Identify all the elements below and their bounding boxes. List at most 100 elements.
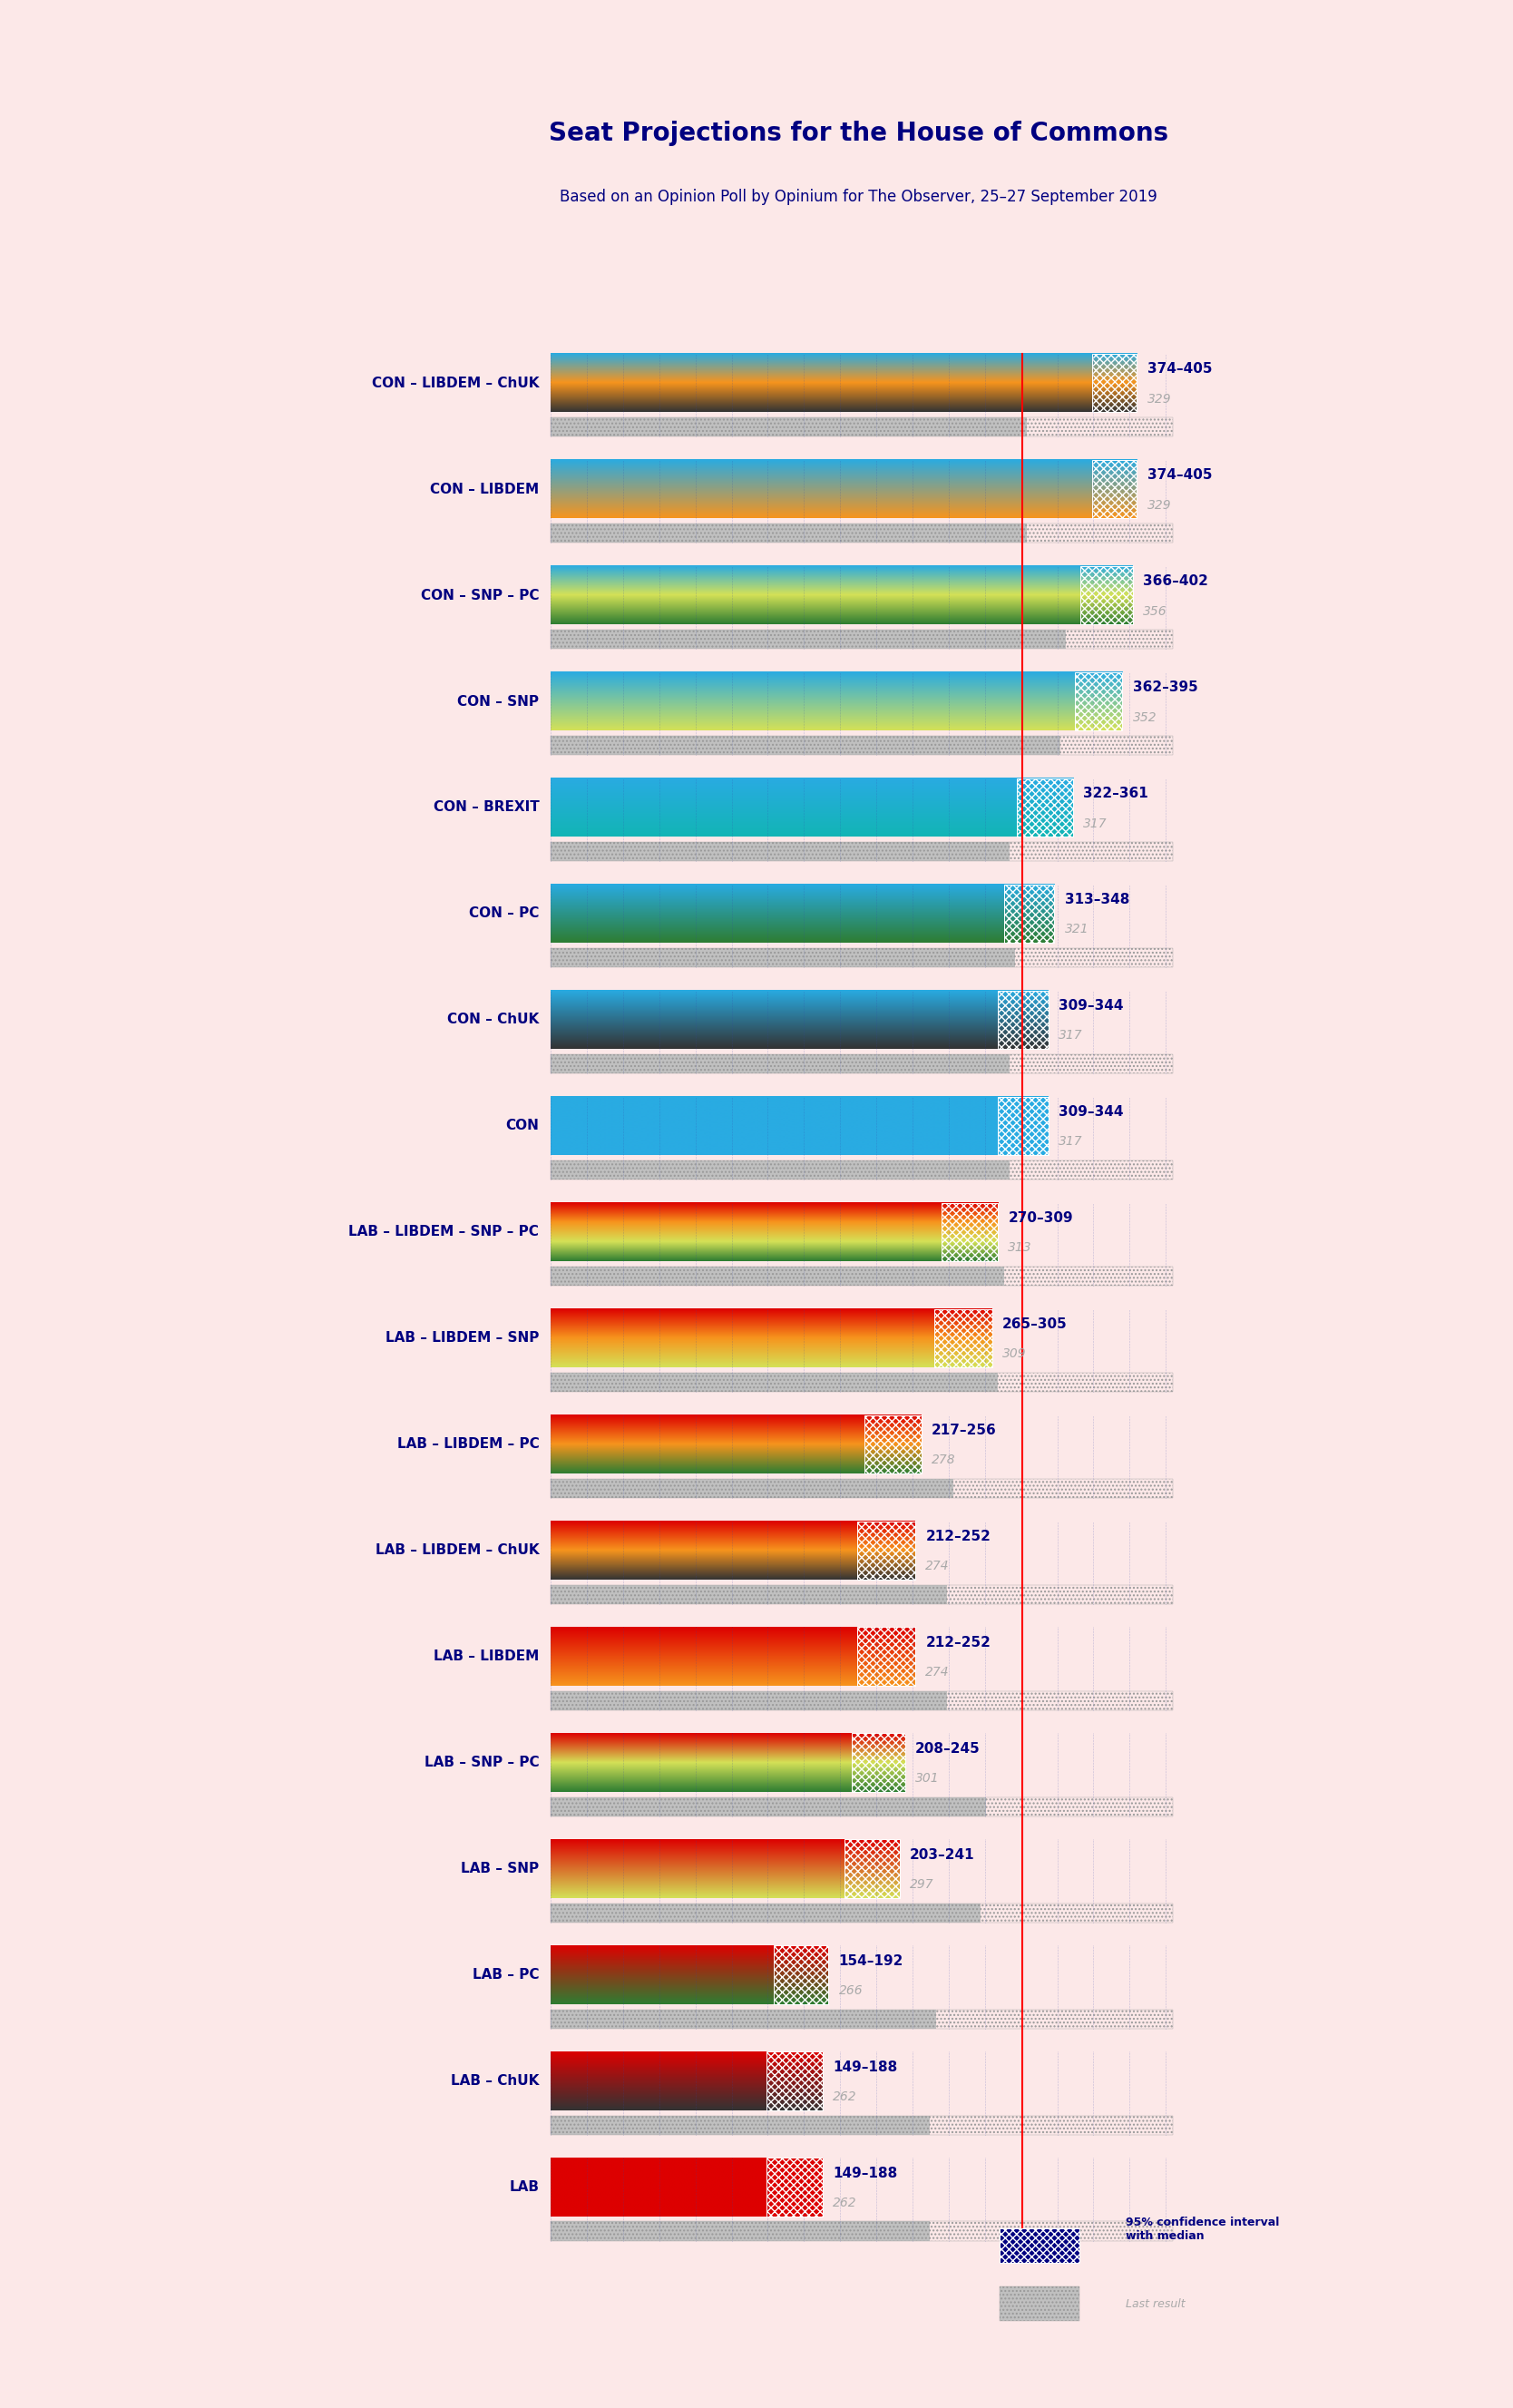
Text: 212–252: 212–252 [926, 1529, 991, 1544]
Text: LAB – SNP: LAB – SNP [461, 1861, 539, 1876]
Bar [551, 1840, 900, 1898]
Bar [551, 523, 1027, 542]
Bar [858, 1522, 915, 1580]
Text: CON – LIBDEM: CON – LIBDEM [430, 482, 539, 496]
Bar [551, 2158, 823, 2215]
Bar [551, 417, 1027, 436]
Text: 149–188: 149–188 [834, 2061, 897, 2073]
Text: 274: 274 [926, 1666, 950, 1678]
Text: 309–344: 309–344 [1059, 1105, 1124, 1120]
Text: CON: CON [505, 1120, 539, 1132]
Text: CON – ChUK: CON – ChUK [448, 1014, 539, 1026]
Text: 297: 297 [909, 1878, 934, 1890]
Text: 274: 274 [926, 1560, 950, 1572]
Bar [551, 1690, 947, 1710]
Bar [551, 1479, 953, 1498]
Bar [551, 949, 1015, 968]
Bar [551, 2114, 1173, 2133]
Text: 356: 356 [1142, 604, 1167, 616]
Bar [844, 1840, 900, 1898]
Text: LAB – PC: LAB – PC [472, 1967, 539, 1982]
Bar [1092, 354, 1136, 412]
Text: CON – PC: CON – PC [469, 908, 539, 920]
Bar [551, 1096, 1049, 1156]
Bar [1003, 884, 1055, 944]
Text: CON – SNP – PC: CON – SNP – PC [421, 588, 539, 602]
Text: CON – LIBDEM – ChUK: CON – LIBDEM – ChUK [372, 376, 539, 390]
Bar [551, 1479, 1173, 1498]
Text: LAB – LIBDEM – ChUK: LAB – LIBDEM – ChUK [375, 1544, 539, 1558]
Text: CON – BREXIT: CON – BREXIT [433, 802, 539, 814]
Bar [551, 1584, 1173, 1604]
Bar [551, 631, 1067, 648]
Bar [551, 2223, 930, 2239]
Bar [551, 1584, 947, 1604]
Bar [551, 1373, 999, 1392]
Bar [999, 1096, 1049, 1156]
Text: 313: 313 [1008, 1243, 1032, 1255]
Bar [551, 1055, 1173, 1074]
Text: 317: 317 [1083, 816, 1108, 831]
Bar [551, 1416, 921, 1474]
Text: CON – SNP: CON – SNP [457, 694, 539, 708]
Bar [852, 1734, 905, 1792]
Bar [551, 778, 1073, 836]
Bar [1080, 566, 1133, 624]
Bar [934, 1310, 993, 1368]
Text: 362–395: 362–395 [1133, 681, 1198, 694]
Bar [551, 1946, 829, 2003]
Bar [551, 1690, 1173, 1710]
Text: LAB – LIBDEM: LAB – LIBDEM [434, 1649, 539, 1664]
Text: LAB – ChUK: LAB – ChUK [451, 2073, 539, 2088]
Bar [551, 884, 1055, 944]
Bar [551, 354, 1136, 412]
Bar [773, 1946, 829, 2003]
Text: 203–241: 203–241 [909, 1847, 974, 1861]
Text: 266: 266 [838, 1984, 862, 1996]
Text: 278: 278 [932, 1454, 956, 1466]
Text: 317: 317 [1059, 1137, 1083, 1149]
Bar [551, 2114, 930, 2133]
Bar [551, 672, 1123, 730]
Bar [766, 2158, 823, 2215]
Text: Based on an Opinion Poll by Opinium for The Observer, 25–27 September 2019: Based on an Opinion Poll by Opinium for … [560, 190, 1157, 205]
Bar [551, 2008, 935, 2028]
Bar [551, 523, 1173, 542]
Text: LAB – LIBDEM – SNP: LAB – LIBDEM – SNP [386, 1332, 539, 1346]
Bar [551, 1902, 980, 1922]
Bar [551, 1267, 1003, 1286]
Bar [941, 1202, 999, 1262]
Text: 309: 309 [1002, 1348, 1026, 1361]
Text: 329: 329 [1147, 498, 1171, 510]
Bar [766, 2052, 823, 2109]
Text: LAB – LIBDEM – SNP – PC: LAB – LIBDEM – SNP – PC [348, 1226, 539, 1238]
Bar [551, 843, 1173, 862]
Bar [551, 1161, 1173, 1180]
Text: 374–405: 374–405 [1147, 361, 1212, 376]
Text: 301: 301 [915, 1772, 940, 1784]
Text: LAB – SNP – PC: LAB – SNP – PC [424, 1755, 539, 1770]
Text: 208–245: 208–245 [915, 1741, 980, 1755]
Text: 317: 317 [1059, 1028, 1083, 1043]
Text: 262: 262 [834, 2090, 856, 2102]
Bar [551, 417, 1173, 436]
Bar [1074, 672, 1123, 730]
Bar [551, 949, 1173, 968]
Bar [551, 2052, 823, 2109]
Text: 265–305: 265–305 [1002, 1317, 1067, 1332]
Bar [865, 1416, 921, 1474]
Bar [551, 1902, 1173, 1922]
Text: 366–402: 366–402 [1142, 576, 1207, 588]
Bar [551, 1267, 1173, 1286]
Bar [551, 1055, 1009, 1074]
Text: 313–348: 313–348 [1065, 893, 1129, 905]
Bar [551, 566, 1133, 624]
Text: 322–361: 322–361 [1083, 787, 1148, 799]
Bar [858, 1628, 915, 1686]
Bar [551, 1310, 993, 1368]
Bar [551, 1734, 905, 1792]
Bar [551, 737, 1061, 756]
Bar [551, 1202, 999, 1262]
Bar [551, 1796, 986, 1816]
Bar [551, 737, 1173, 756]
